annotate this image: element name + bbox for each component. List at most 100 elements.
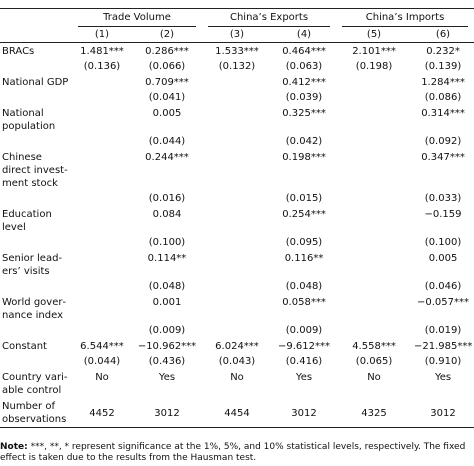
coefficient-row: National population 0.005 0.325*** 0.314*** [0,105,474,134]
coefficient: −0.159 [424,209,462,220]
empty-cell [202,235,272,250]
coefficient: −0.057*** [417,297,470,308]
group-header: China’s Exports [208,11,331,27]
coefficient: 0.464*** [282,46,326,57]
coefficient: Yes [295,372,313,383]
standard-error-row: (0.041) (0.039) (0.086) [0,90,474,105]
empty-cell [202,105,272,134]
empty-cell [336,105,412,134]
empty-cell [72,206,132,235]
standard-error-row: (0.048) (0.048) (0.046) [0,279,474,294]
column-number-row: (1) (2) (3) (4) (5) (6) [0,27,474,43]
coefficient-row: BRACs 1.481*** 0.286*** 1.533*** 0.464*** 2.1… [0,43,474,60]
coefficient: −10.962*** [137,341,197,352]
standard-error: (0.095) [285,237,323,248]
empty-cell [336,149,412,191]
coefficient: −9.612*** [278,341,331,352]
standard-error: (0.100) [424,237,462,248]
empty-cell [72,235,132,250]
coefficient: No [367,372,381,383]
coefficient-row: Country vari­able control No Yes No Yes No Yes [0,369,474,398]
empty-cell [336,235,412,250]
empty-cell [202,279,272,294]
coefficient-row: National GDP 0.709*** 0.412*** 1.284*** [0,74,474,90]
row-label-blank [0,59,72,74]
column-number: (3) [202,27,272,43]
standard-error: (0.048) [285,281,323,292]
coefficient: 1.481*** [80,46,124,57]
coefficient: Yes [158,372,176,383]
standard-error: (0.066) [148,61,186,72]
row-label: Country vari­able control [2,372,68,396]
standard-error: (0.132) [218,61,256,72]
row-label: Education level [2,209,52,233]
group-header-cell: China’s Exports [202,8,337,27]
standard-error: (0.015) [285,193,323,204]
standard-error: (0.019) [424,325,462,336]
standard-error: (0.065) [355,356,393,367]
coefficient: 0.244*** [145,152,189,163]
coefficient: 4325 [336,398,413,428]
coefficient: 0.325*** [282,108,326,119]
empty-cell [72,90,132,105]
coefficient-row: Chinese direct invest­ment stock 0.244***… [0,149,474,191]
row-label-blank [0,279,72,294]
standard-error: (0.044) [148,136,186,147]
standard-error-row: (0.044) (0.042) (0.092) [0,134,474,149]
coefficient: 3012 [132,398,202,428]
standard-error-row: (0.016) (0.015) (0.033) [0,191,474,206]
standard-error: (0.139) [424,61,462,72]
coefficient: 6.024*** [215,341,259,352]
coefficient: 0.709*** [145,77,189,88]
group-header: China’s Imports [342,11,469,27]
coefficient: 0.254*** [282,209,326,220]
row-label-blank [0,90,72,105]
coefficient-row: Education level 0.084 0.254*** −0.159 [0,206,474,235]
standard-error: (0.041) [148,92,186,103]
empty-cell [202,323,272,338]
row-label: Chinese direct invest­ment stock [2,152,68,189]
header-blank [0,27,72,43]
empty-cell [202,250,272,279]
standard-error: (0.046) [424,281,462,292]
coefficient: 0.058*** [282,297,326,308]
row-label: Senior lead­ers’ visits [2,253,63,277]
row-label-blank [0,323,72,338]
coefficient: 0.005 [428,253,458,264]
standard-error: (0.198) [355,61,393,72]
standard-error-row: (0.009) (0.009) (0.019) [0,323,474,338]
coefficient: 0.198*** [282,152,326,163]
standard-error: (0.044) [83,356,121,367]
coefficient: 0.116** [284,253,324,264]
coefficient: 1.533*** [215,46,259,57]
column-number: (6) [412,27,474,43]
table-note: Note: ***, **, * represent significance … [0,442,474,464]
standard-error: (0.910) [424,356,462,367]
coefficient: 4454 [202,398,272,428]
standard-error: (0.009) [148,325,186,336]
row-label: National GDP [2,77,69,88]
note-label: Note: [0,442,28,452]
coefficient: 0.347*** [421,152,465,163]
standard-error: (0.416) [285,356,323,367]
coefficient: 0.001 [152,297,182,308]
coefficient-row: Senior lead­ers’ visits 0.114** 0.116** 0.0… [0,250,474,279]
coefficient: 2.101*** [352,46,396,57]
empty-cell [202,191,272,206]
empty-cell [202,134,272,149]
standard-error: (0.016) [148,193,186,204]
coefficient: Yes [434,372,452,383]
empty-cell [336,294,412,323]
empty-cell [72,279,132,294]
coefficient: 0.412*** [282,77,326,88]
coefficient: 0.286*** [145,46,189,57]
coefficient-row: Number of observations 4452 3012 4454 3012 43… [0,398,474,428]
coefficient: 4452 [72,398,132,428]
standard-error: (0.136) [83,61,121,72]
group-header-cell: Trade Volume [72,8,202,27]
coefficient: 6.544*** [80,341,124,352]
group-header: Trade Volume [78,11,196,27]
coefficient-row: Constant 6.544*** −10.962*** 6.024*** −9.612… [0,338,474,354]
coefficient: 0.314*** [421,108,465,119]
